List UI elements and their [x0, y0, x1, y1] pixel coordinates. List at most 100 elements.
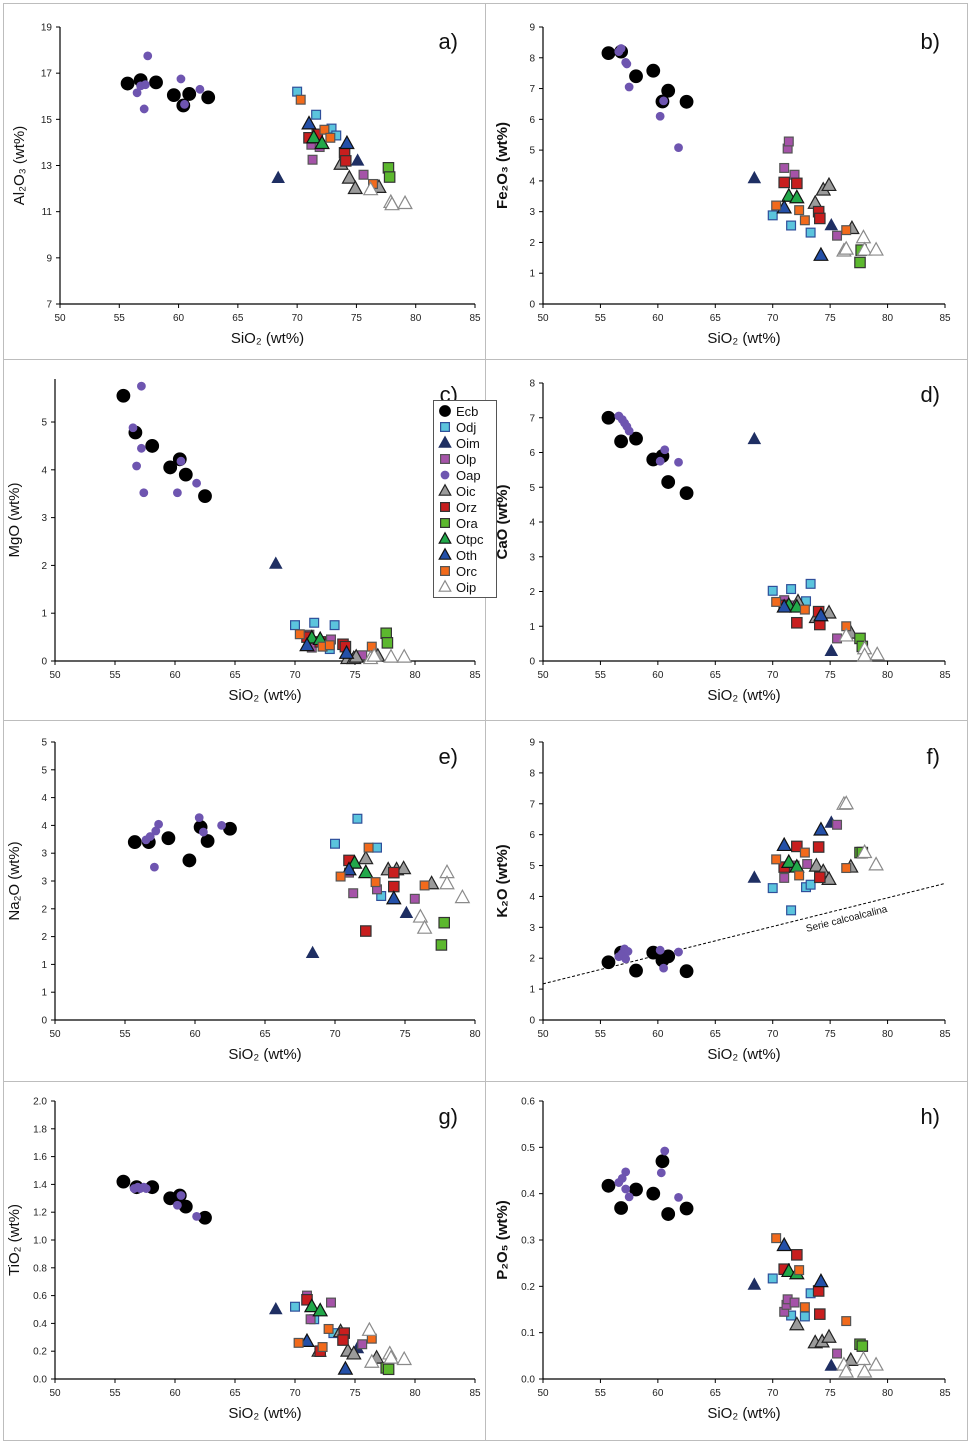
data-point-oic [821, 1328, 837, 1343]
data-point-oip [361, 1321, 378, 1336]
data-point-otpc [346, 854, 363, 869]
data-point-odj [799, 1311, 810, 1322]
data-point-oap [217, 821, 227, 830]
x-tick-label: 55 [595, 1029, 607, 1040]
x-tick-label: 65 [229, 670, 241, 681]
data-point-oip [412, 908, 429, 923]
data-point-oic [345, 1345, 362, 1360]
data-point-odj [805, 879, 816, 890]
legend-label: Oim [456, 435, 480, 451]
data-point-orc [323, 1323, 334, 1334]
data-point-otpc [303, 1298, 320, 1313]
data-point-ecb [629, 963, 643, 978]
legend-item-otpc: Otpc [437, 531, 492, 547]
data-point-ora [382, 1363, 395, 1376]
data-point-orz [812, 1285, 825, 1297]
y-tick-label: 2 [41, 932, 47, 943]
data-point-ecb [679, 94, 694, 109]
panel-label: d) [920, 382, 940, 407]
data-point-oic [788, 1316, 805, 1331]
chart-f: 50 55 60 65 70 75 80 85 0 1 2 3 4 5 6 7 8 9 SiO₂ (wt%) K₂O … [494, 738, 951, 1064]
data-point-ecb [178, 467, 193, 482]
data-point-orc [363, 842, 374, 853]
data-point-oip [363, 1353, 380, 1368]
legend-symbol-triangle-icon [438, 547, 452, 560]
y-tick-label: 2 [41, 904, 47, 915]
data-point-ecb [601, 955, 616, 970]
data-point-ecb [601, 46, 616, 61]
data-point-ora [380, 627, 392, 640]
data-point-olp [832, 819, 843, 830]
data-point-ora [854, 256, 866, 269]
data-point-oap [172, 488, 182, 498]
data-point-oic [347, 179, 364, 195]
data-point-oap [621, 1167, 631, 1177]
data-point-odj [805, 227, 816, 238]
data-point-orc [335, 871, 346, 882]
legend-marker [438, 435, 452, 448]
y-axis-label: CaO (wt%) [494, 484, 511, 559]
data-point-oip [838, 240, 855, 255]
legend-marker [438, 579, 452, 592]
data-point-ecb [116, 1174, 131, 1189]
x-axis-label: SiO₂ (wt%) [228, 687, 301, 704]
data-point-oim [305, 945, 320, 959]
panel-label: g) [438, 1104, 458, 1129]
data-point-oip [396, 1350, 413, 1366]
y-tick-label: 17 [41, 69, 53, 80]
legend-item-orz: Orz [437, 499, 492, 515]
data-point-oip [384, 196, 400, 211]
data-point-orz [814, 871, 826, 884]
data-point-oim [824, 1358, 839, 1371]
data-point-oip [454, 889, 471, 904]
x-tick-label: 60 [652, 313, 664, 324]
data-point-olp [832, 1348, 843, 1359]
data-point-oip [362, 181, 379, 196]
data-point-orc [799, 215, 810, 226]
y-tick-label: 3 [41, 877, 47, 888]
data-point-olp [789, 1297, 800, 1308]
y-tick-label: 1.6 [33, 1152, 47, 1163]
x-tick-label: 55 [595, 1388, 607, 1399]
x-tick-label: 65 [710, 1029, 722, 1040]
data-point-ecb [161, 831, 176, 846]
data-point-odj [767, 585, 778, 596]
legend-symbol-square-icon [439, 517, 451, 529]
y-tick-label: 1.2 [33, 1208, 47, 1219]
x-tick-label: 50 [49, 670, 61, 681]
data-point-oap [145, 832, 155, 841]
x-tick-label: 70 [292, 313, 304, 324]
y-tick-label: 4 [41, 793, 47, 804]
legend-symbol-triangle-icon [438, 483, 452, 496]
legend-marker [439, 501, 451, 513]
x-tick-label: 65 [710, 1388, 722, 1399]
data-point-oip [383, 1349, 399, 1364]
data-point-orc [325, 132, 336, 143]
x-tick-label: 50 [537, 1029, 549, 1040]
x-tick-label: 65 [710, 313, 722, 324]
legend-label: Otpc [456, 531, 484, 547]
legend-symbol-square-icon [439, 421, 451, 433]
legend-label: Odj [456, 419, 477, 435]
y-tick-label: 3 [529, 923, 535, 934]
data-point-orz [814, 212, 826, 225]
x-tick-label: 65 [229, 1388, 241, 1399]
y-tick-label: 1.8 [33, 1124, 47, 1135]
x-tick-label: 50 [49, 1029, 61, 1040]
x-tick-label: 85 [939, 670, 951, 681]
x-tick-label: 60 [169, 670, 181, 681]
data-point-oap [195, 84, 205, 94]
data-point-oth [339, 134, 355, 150]
x-tick-label: 55 [109, 1388, 121, 1399]
data-point-oap [143, 51, 153, 61]
data-point-oap [139, 104, 149, 114]
data-point-oap [154, 819, 164, 829]
data-point-olp [358, 169, 369, 180]
data-point-oip [868, 1356, 884, 1371]
x-tick-label: 70 [289, 670, 301, 681]
y-tick-label: 0.3 [521, 1236, 535, 1247]
data-point-oap [176, 1191, 186, 1200]
x-tick-label: 70 [329, 1029, 341, 1040]
legend-symbol-square-icon [439, 501, 451, 513]
